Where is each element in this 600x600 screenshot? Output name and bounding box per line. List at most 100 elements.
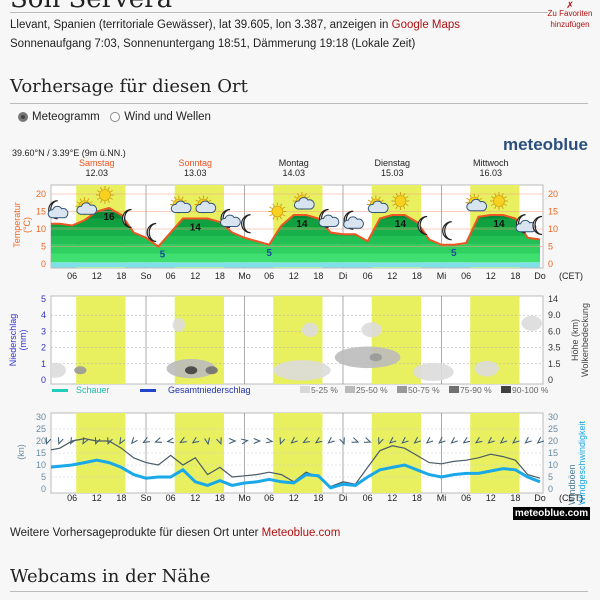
day-name: Samstag: [79, 158, 115, 168]
sun-ray: [503, 203, 508, 206]
meteogram-chart: 39.60°N / 3.39°E (9m ü.NN.) meteoblue Sams…: [8, 135, 590, 505]
radio-wind-wellen[interactable]: Wind und Wellen: [110, 111, 211, 123]
wind-direction-arrow-icon: [499, 436, 508, 444]
wind-direction-arrow-icon: [413, 436, 421, 444]
temp-band: [51, 227, 540, 236]
arrow-shape: [314, 436, 323, 444]
day-name: Sonntag: [178, 158, 212, 168]
arrow-shape: [216, 437, 222, 446]
wind-direction-arrow-icon: [388, 436, 397, 444]
temp-axis-unit: (°C): [22, 217, 32, 233]
wind-tick-left: 5: [41, 472, 46, 482]
more-products: Weitere Vorhersageprodukte für diesen Or…: [10, 527, 341, 539]
cloud-height-tick: 3.5: [548, 343, 561, 353]
wind-direction-arrow-icon: [339, 437, 345, 446]
x-tick-label: 06: [264, 493, 274, 503]
sun-ray: [100, 199, 103, 204]
meteoblue-footer-logo[interactable]: meteoblue.com: [513, 507, 590, 520]
meteoblue-link[interactable]: Meteoblue.com: [261, 527, 341, 539]
x-unit-label: (CET): [559, 271, 583, 281]
location-line: Llevant, Spanien (territoriale Gewässer)…: [10, 19, 461, 31]
cloud-cover-blob: [184, 366, 198, 375]
divider: [10, 591, 588, 592]
moon-icon: [442, 221, 452, 241]
cloud-cover-blob: [474, 360, 499, 377]
arrow-shape: [474, 436, 483, 444]
sun-cloud-icon: [75, 197, 98, 216]
wind-tick-left: 25: [36, 424, 46, 434]
wind-direction-arrow-icon: [487, 436, 495, 444]
cloud-shape: [293, 197, 315, 210]
sun-ray: [181, 196, 184, 200]
sun-icon: [489, 192, 508, 210]
wind-direction-arrow-icon: [524, 436, 532, 444]
sun-ray: [392, 196, 396, 199]
wind-direction-arrow-icon: [119, 437, 126, 445]
x-tick-label: 06: [166, 493, 176, 503]
radio-meteogramm[interactable]: Meteogramm: [18, 111, 100, 123]
cloud-shape: [220, 214, 241, 227]
arrow-shape: [107, 437, 113, 446]
sun-ray: [494, 205, 497, 210]
wind-direction-arrow-icon: [253, 438, 262, 444]
sun-icon: [95, 186, 114, 204]
cloud-shape: [343, 216, 364, 229]
sun-ray: [501, 205, 504, 210]
x-tick-label: 12: [289, 493, 299, 503]
radio-button[interactable]: [110, 112, 121, 122]
sun-ray: [297, 192, 300, 197]
wind-direction-arrow-icon: [474, 436, 483, 444]
wind-direction-arrow-icon: [265, 437, 274, 444]
precip-tick: 0: [41, 375, 46, 385]
wind-direction-arrow-icon: [302, 437, 310, 444]
day-name: Mittwoch: [473, 158, 509, 168]
wind-direction-arrow-icon: [142, 437, 150, 444]
arrow-shape: [438, 436, 446, 444]
wind-direction-arrow-icon: [279, 437, 286, 446]
cloud-cover-blob: [521, 315, 543, 331]
sun-cloud-icon: [169, 195, 192, 214]
wind-direction-arrow-icon: [425, 436, 434, 444]
sun-ray: [269, 206, 273, 209]
cloud-cover-blob: [205, 366, 218, 375]
sun-ray: [87, 198, 90, 202]
wind-direction-arrow-icon: [363, 437, 372, 443]
moon-icon: [121, 208, 132, 229]
x-tick-label: 06: [461, 271, 471, 281]
add-favorite-link[interactable]: ✗ Zu Favoriten hinzufügen: [544, 1, 596, 30]
x-tick-label: Mi: [437, 493, 447, 503]
radio-button[interactable]: [18, 112, 28, 122]
moon-shape: [532, 215, 543, 236]
coords-label: 39.60°N / 3.39°E (9m ü.NN.): [12, 148, 126, 158]
view-radio-group: Meteogramm Wind und Wellen: [18, 109, 217, 127]
arrow-shape: [204, 437, 210, 446]
x-tick-label: So: [140, 493, 151, 503]
cloud-height-tick: 14: [548, 294, 558, 304]
wind-direction-arrow-icon: [216, 437, 222, 446]
x-tick-label: 12: [387, 493, 397, 503]
wind-speed-line: [51, 458, 541, 490]
arrow-shape: [279, 437, 286, 446]
sun-ray: [494, 192, 497, 197]
wind-direction-arrow-icon: [241, 438, 249, 445]
wind-direction-arrow-icon: [191, 436, 200, 444]
sun-ray: [395, 192, 398, 197]
moon-shape: [146, 222, 157, 243]
google-maps-link[interactable]: Google Maps: [391, 19, 461, 31]
arrow-shape: [351, 437, 360, 443]
sun-ray: [395, 205, 398, 210]
wind-direction-arrow-icon: [401, 436, 409, 444]
cloud-shape: [47, 205, 69, 219]
day-date: 12.03: [85, 168, 108, 178]
x-tick-label: 12: [486, 271, 496, 281]
wind-tick-left: 15: [36, 448, 46, 458]
sun-ray: [503, 196, 508, 199]
arrow-shape: [179, 437, 187, 444]
x-tick-label: Di: [339, 493, 348, 503]
divider: [10, 12, 548, 13]
cover-legend-label: 5-25 %: [311, 385, 338, 395]
sun-ray: [109, 190, 114, 193]
arrow-shape: [499, 436, 508, 444]
x-tick-label: 12: [387, 271, 397, 281]
arrow-shape: [142, 437, 150, 444]
